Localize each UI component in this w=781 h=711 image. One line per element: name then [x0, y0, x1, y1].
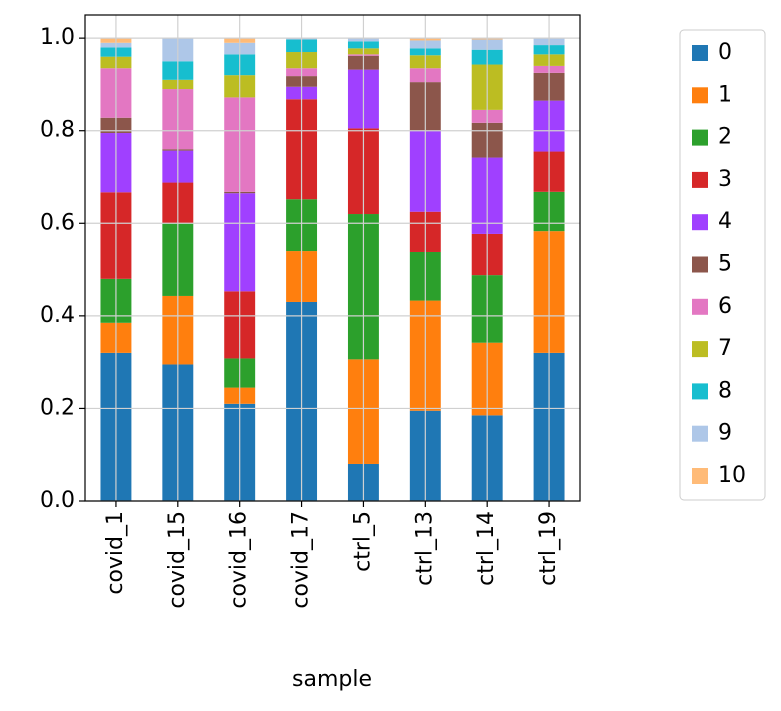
legend-label: 6	[718, 294, 732, 319]
x-tick-label: covid_17	[289, 511, 314, 609]
x-tick-label: covid_1	[103, 511, 128, 595]
x-tick-label: ctrl_5	[350, 511, 375, 572]
legend-label: 2	[718, 125, 732, 150]
legend-label: 4	[718, 209, 732, 234]
legend-label: 10	[718, 463, 746, 488]
y-tick-label: 0.6	[40, 210, 75, 235]
legend-label: 7	[718, 336, 732, 361]
legend-swatch	[692, 298, 708, 315]
x-tick-label: covid_16	[227, 511, 252, 609]
legend-swatch	[692, 256, 708, 273]
y-tick-label: 0.8	[40, 118, 75, 143]
legend-swatch	[692, 129, 708, 146]
x-tick-label: covid_15	[165, 511, 190, 609]
x-tick-label: ctrl_13	[412, 511, 437, 586]
y-tick-label: 0.4	[40, 303, 75, 328]
x-tick-label: ctrl_14	[474, 511, 499, 586]
legend-swatch	[692, 214, 708, 231]
y-tick-label: 1.0	[40, 25, 75, 50]
legend-swatch	[692, 468, 708, 484]
legend-swatch	[692, 425, 708, 442]
legend-label: 3	[718, 167, 732, 192]
legend-label: 5	[718, 252, 732, 277]
legend-swatch	[692, 383, 708, 400]
plot-frame	[84, 14, 581, 502]
x-tick-label: ctrl_19	[536, 511, 561, 586]
legend-label: 9	[718, 421, 732, 446]
legend-swatch	[692, 341, 708, 358]
y-tick-label: 0.0	[40, 488, 75, 513]
legend-box	[679, 29, 766, 501]
legend-swatch	[692, 45, 708, 61]
legend-label: 1	[718, 82, 732, 107]
y-tick-label: 0.2	[40, 395, 75, 420]
legend-swatch	[692, 87, 708, 104]
legend-swatch	[692, 171, 708, 188]
legend-label: 8	[718, 378, 732, 403]
x-axis-label: sample	[292, 667, 372, 692]
legend-label: 0	[718, 40, 732, 65]
